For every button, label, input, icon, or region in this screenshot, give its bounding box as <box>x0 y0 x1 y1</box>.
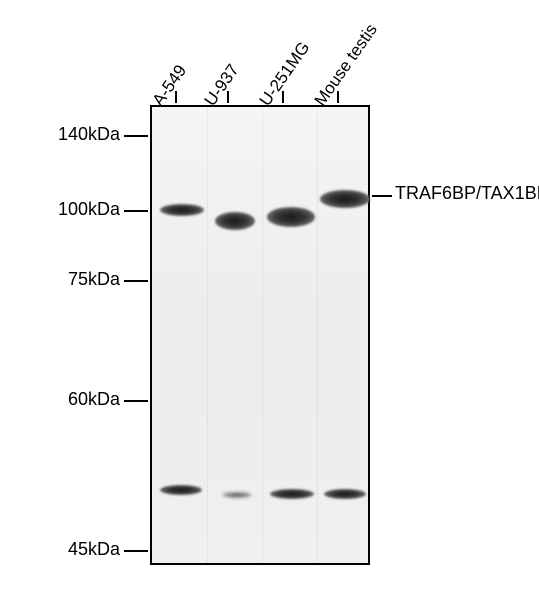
band <box>324 489 366 499</box>
lane-tick <box>175 91 177 103</box>
mw-marker-tick <box>124 280 148 282</box>
band <box>270 489 314 499</box>
mw-marker-tick <box>124 400 148 402</box>
protein-label: TRAF6BP/TAX1BP1 <box>395 183 539 204</box>
lane-label: U-937 <box>201 61 244 110</box>
band <box>215 212 255 230</box>
lane-divider <box>207 107 208 563</box>
lane-divider <box>262 107 263 563</box>
lane-tick <box>227 91 229 103</box>
lane-label: Mouse testis <box>311 20 382 110</box>
mw-marker-label: 45kDa <box>30 539 120 560</box>
mw-marker-tick <box>124 210 148 212</box>
band <box>320 190 370 208</box>
band <box>160 204 204 216</box>
mw-marker-tick <box>124 135 148 137</box>
lane-divider <box>317 107 318 563</box>
mw-marker-label: 75kDa <box>30 269 120 290</box>
lane-tick <box>282 91 284 103</box>
lane-label: U-251MG <box>256 38 315 110</box>
band <box>222 492 252 498</box>
blot-membrane <box>150 105 370 565</box>
mw-marker-label: 100kDa <box>30 199 120 220</box>
band <box>267 207 315 227</box>
lane-tick <box>337 91 339 103</box>
lane-label: A-549 <box>149 61 191 110</box>
band <box>160 485 202 495</box>
protein-tick <box>372 195 392 197</box>
mw-marker-tick <box>124 550 148 552</box>
mw-marker-label: 140kDa <box>30 124 120 145</box>
mw-marker-label: 60kDa <box>30 389 120 410</box>
